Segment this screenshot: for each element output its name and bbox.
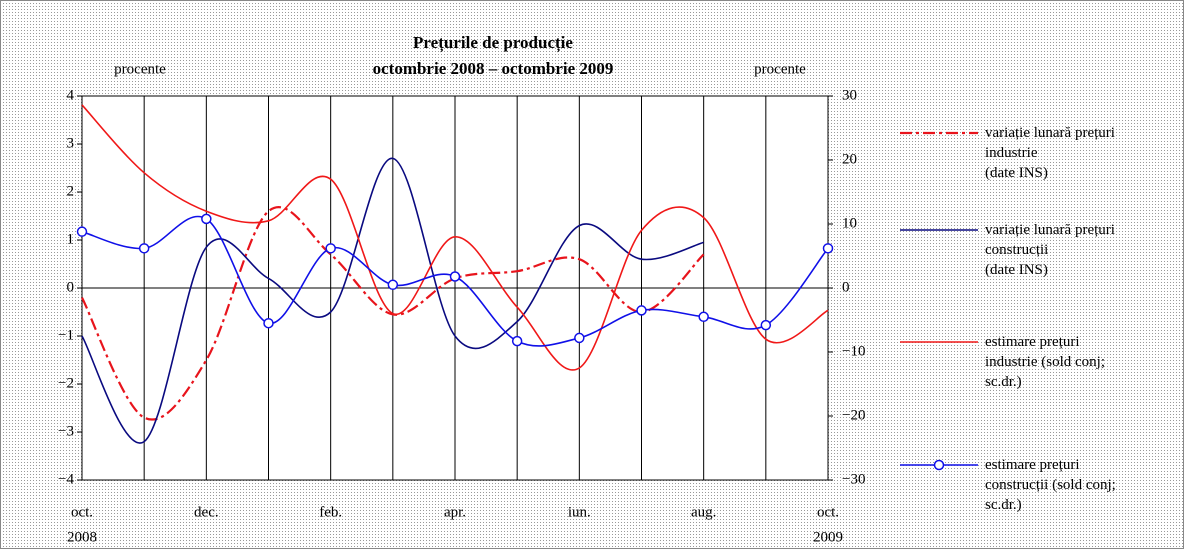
legend-label: variație lunară prețuri construcții (dat… xyxy=(985,222,1115,278)
x-tick-label: dec. xyxy=(194,504,219,520)
series-marker xyxy=(449,271,461,282)
series-marker xyxy=(511,335,523,347)
y2-tick-label: 10 xyxy=(842,215,857,231)
chart-title: Prețurile de producție xyxy=(413,33,573,53)
series-marker xyxy=(138,243,150,254)
legend-marker xyxy=(933,459,945,471)
chart-subtitle: octombrie 2008 – octombrie 2009 xyxy=(373,59,614,78)
y-tick-label: −2 xyxy=(58,375,74,391)
x-tick-label: aug. xyxy=(691,504,716,520)
series-marker xyxy=(822,243,834,254)
series-marker xyxy=(698,311,709,323)
x-year-label: 2008 xyxy=(67,529,97,545)
legend-label: estimare prețuri industrie (sold conj; s… xyxy=(985,334,1105,390)
x-year-label: 2009 xyxy=(813,529,843,545)
series-marker xyxy=(760,319,772,331)
legend-label: variație lunară prețuri industrie (date … xyxy=(985,125,1115,181)
y-axis-label: procente xyxy=(114,61,166,77)
y-tick-label: −1 xyxy=(58,327,74,343)
y-tick-label: 4 xyxy=(67,87,75,103)
y2-axis-label: procente xyxy=(754,61,806,77)
x-tick-label: iun. xyxy=(568,504,591,520)
y2-tick-label: −20 xyxy=(842,407,865,423)
y2-tick-label: 30 xyxy=(842,87,857,103)
x-tick-label: apr. xyxy=(444,504,466,520)
x-tick-label: feb. xyxy=(319,504,342,520)
y-tick-label: 3 xyxy=(67,135,75,151)
series-marker xyxy=(636,305,647,316)
series-line xyxy=(81,104,829,371)
y2-tick-label: −30 xyxy=(842,471,865,487)
series-marker xyxy=(76,226,88,237)
y2-tick-label: −10 xyxy=(842,343,865,359)
y-tick-label: −4 xyxy=(58,471,74,487)
x-tick-label: oct. xyxy=(71,504,93,520)
x-tick-label: oct. xyxy=(817,504,839,520)
series-marker xyxy=(387,279,399,291)
y-tick-label: 1 xyxy=(67,231,75,247)
y-tick-label: 0 xyxy=(67,279,75,295)
legend-label: estimare prețuri construcții (sold conj;… xyxy=(985,457,1116,513)
series-line xyxy=(81,157,704,444)
series-marker xyxy=(325,243,336,254)
series-marker xyxy=(263,317,274,329)
y-tick-label: 2 xyxy=(67,183,75,199)
series-marker xyxy=(201,213,212,225)
y-tick-label: −3 xyxy=(58,423,74,439)
y2-tick-label: 20 xyxy=(842,151,857,167)
series-marker xyxy=(574,332,585,344)
y2-tick-label: 0 xyxy=(842,279,850,295)
